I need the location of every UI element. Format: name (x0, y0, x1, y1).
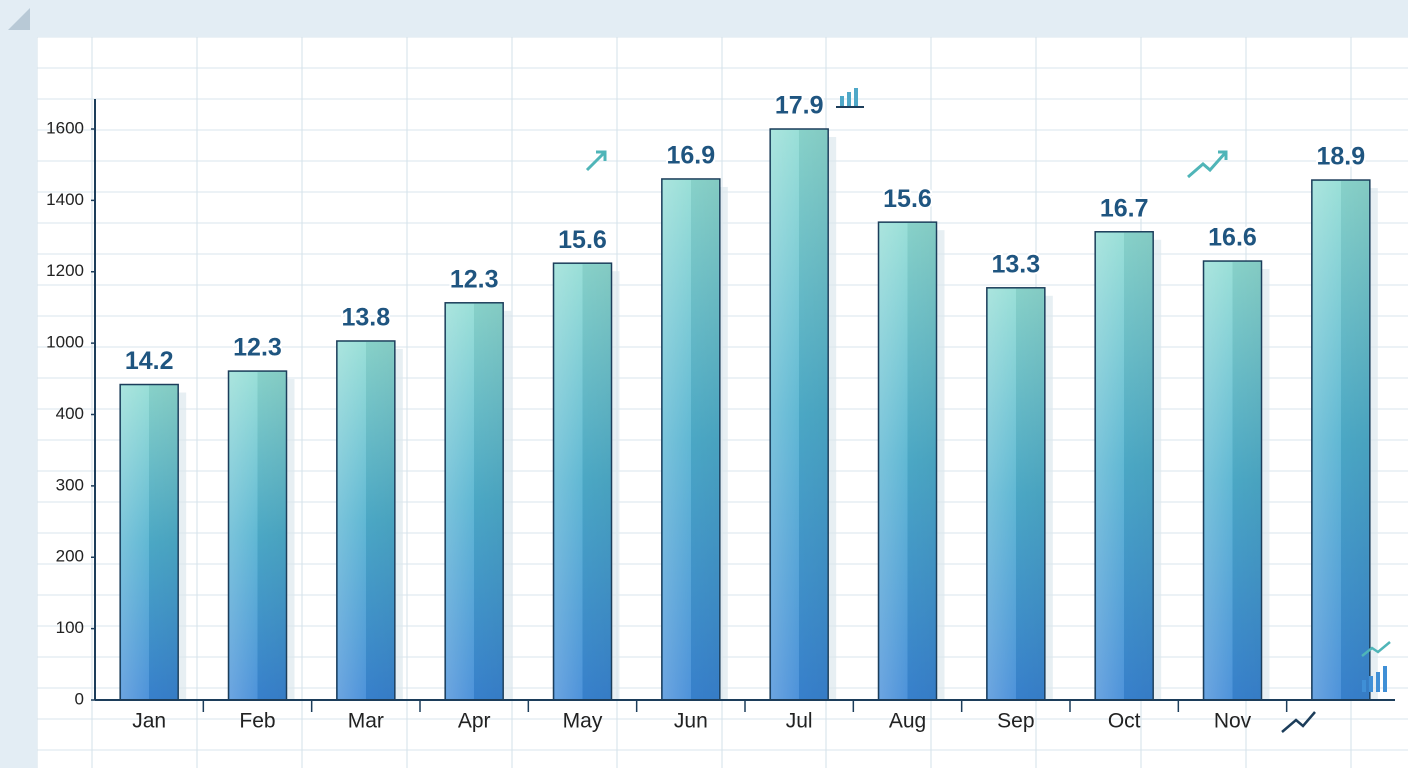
y-tick-label: 0 (75, 689, 84, 708)
select-all (8, 8, 30, 30)
column-header (0, 0, 1408, 37)
x-tick-label: May (563, 710, 603, 733)
x-tick-label: Sep (997, 710, 1034, 733)
bar-icon (836, 88, 864, 108)
bar-annotation: 15.6 (883, 185, 932, 213)
bar-shade (1096, 232, 1153, 699)
bar-annotation: 15.6 (558, 226, 607, 254)
bar-icon (1361, 641, 1391, 692)
x-tick-label: Jun (674, 710, 708, 733)
bar-shade (662, 179, 719, 699)
bar-shade (879, 223, 936, 699)
x-tick-label: Jul (786, 710, 813, 733)
y-tick-label: 300 (56, 475, 84, 494)
bar-annotation: 16.9 (666, 142, 715, 170)
bar-shade (229, 372, 286, 699)
bar-annotation: 16.6 (1208, 224, 1257, 252)
bar-shade (121, 385, 178, 699)
bar-annotation: 17.9 (775, 92, 824, 120)
y-tick-label: 200 (56, 547, 84, 566)
bar-shade (987, 288, 1044, 699)
bar-shade (1204, 262, 1261, 699)
row-header (0, 0, 37, 768)
x-tick-label: Mar (348, 710, 384, 733)
y-tick-label: 1200 (46, 261, 84, 280)
bar-annotation: 13.3 (991, 250, 1040, 278)
bar-shade (771, 130, 828, 699)
y-tick-label: 1600 (46, 118, 84, 137)
bar-shade (554, 264, 611, 699)
bar-shade (1312, 181, 1369, 699)
bar-annotation: 18.9 (1316, 143, 1365, 171)
arrow-icon (585, 150, 607, 172)
trend-icon (1187, 150, 1228, 179)
x-tick-label: Jan (132, 710, 166, 733)
y-tick-label: 400 (56, 404, 84, 423)
x-tick-label: Feb (239, 710, 275, 733)
bar-annotation: 16.7 (1100, 194, 1149, 222)
bar-annotation: 12.3 (450, 265, 499, 293)
x-tick-label: Oct (1108, 710, 1141, 733)
x-tick-label: Nov (1214, 710, 1252, 733)
y-tick-label: 1000 (46, 333, 84, 352)
bar-annotation: 14.2 (125, 347, 174, 375)
bar-annotation: 12.3 (233, 334, 282, 362)
bar-annotation: 13.8 (341, 304, 390, 332)
x-tick-label: Apr (458, 710, 491, 733)
y-tick-label: 100 (56, 618, 84, 637)
trend-icon (1281, 711, 1316, 733)
bar-shade (446, 303, 503, 699)
y-tick-label: 1400 (46, 190, 84, 209)
x-tick-label: Aug (889, 710, 926, 733)
bar-shade (337, 341, 394, 699)
